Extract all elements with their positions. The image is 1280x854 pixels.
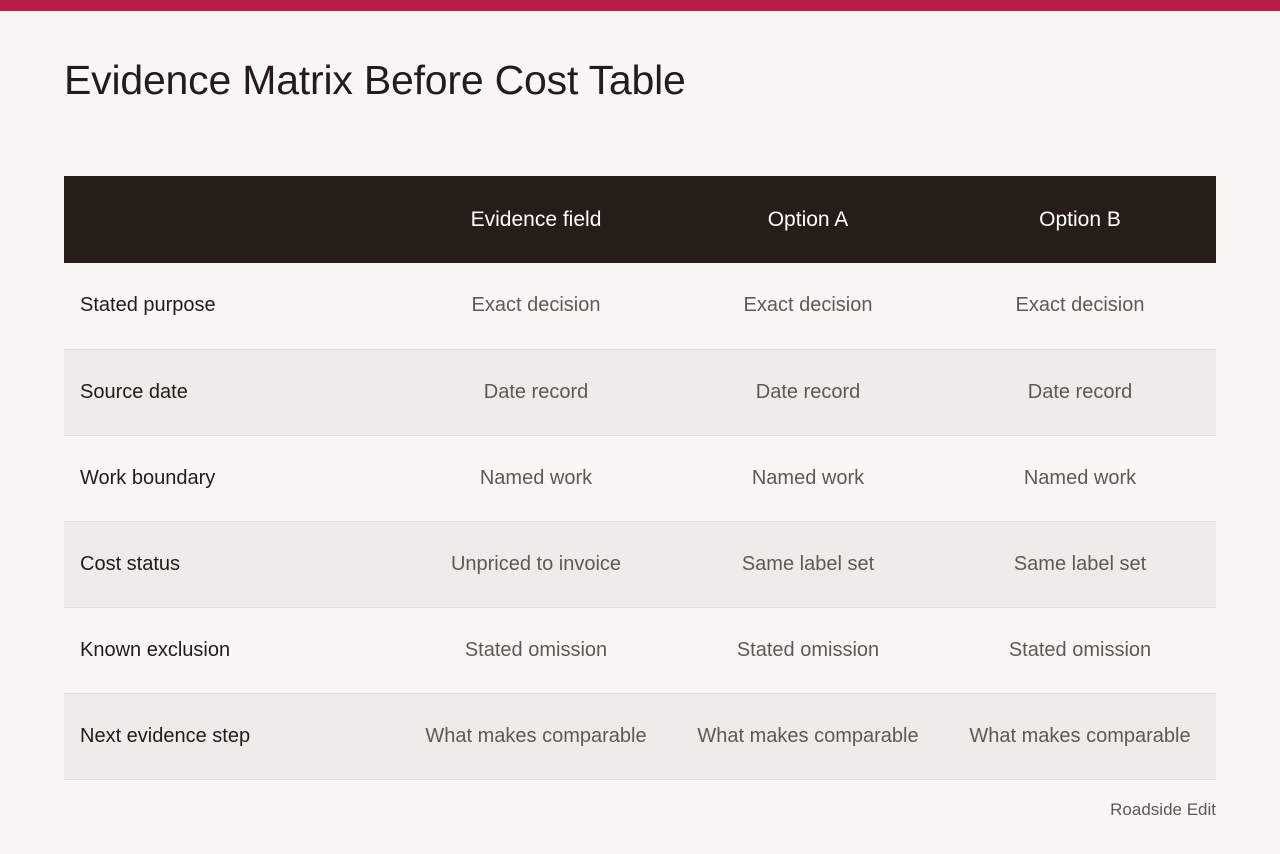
table-header-row: Evidence field Option A Option B (64, 176, 1216, 263)
table-row: Work boundary Named work Named work Name… (64, 435, 1216, 521)
table-cell: Named work (1023, 466, 1137, 489)
row-label: Stated purpose (80, 294, 216, 317)
table-cell: Stated omission (1008, 638, 1152, 661)
table-row: Known exclusion Stated omission Stated o… (64, 607, 1216, 693)
evidence-matrix-table: Evidence field Option A Option B Stated … (64, 176, 1216, 780)
table-cell: Date record (755, 380, 861, 403)
table-cell: Exact decision (471, 294, 601, 317)
row-label: Work boundary (80, 466, 216, 489)
table-cell: Named work (751, 466, 865, 489)
table-cell: Stated omission (464, 638, 608, 661)
header-cell-evidence-field: Evidence field (470, 207, 602, 231)
table-cell: Unpriced to invoice (450, 552, 622, 575)
row-label: Known exclusion (80, 638, 231, 661)
table-cell: Date record (483, 380, 589, 403)
table-cell: Exact decision (743, 294, 873, 317)
table-cell: Named work (479, 466, 593, 489)
row-label: Cost status (80, 552, 181, 575)
table-cell: What makes comparable (697, 724, 919, 747)
header-cell-option-b: Option B (1039, 207, 1121, 231)
accent-bar (0, 0, 1280, 11)
header-cell-option-a: Option A (767, 207, 849, 231)
row-label: Source date (80, 380, 188, 403)
table-row: Next evidence step What makes comparable… (64, 693, 1216, 779)
table-cell: What makes comparable (425, 724, 647, 747)
table-cell: Date record (1027, 380, 1133, 403)
table-cell: Same label set (741, 552, 875, 575)
table-cell: What makes comparable (969, 724, 1191, 747)
table-row: Cost status Unpriced to invoice Same lab… (64, 521, 1216, 607)
table-cell: Exact decision (1015, 294, 1145, 317)
table-row: Source date Date record Date record Date… (64, 349, 1216, 435)
row-label: Next evidence step (80, 724, 251, 747)
table-row: Stated purpose Exact decision Exact deci… (64, 263, 1216, 349)
header-cell-blank (64, 176, 400, 263)
table-cell: Stated omission (736, 638, 880, 661)
page-title: Evidence Matrix Before Cost Table (64, 57, 686, 103)
footer-brand: Roadside Edit (1110, 800, 1216, 819)
table-cell: Same label set (1013, 552, 1147, 575)
